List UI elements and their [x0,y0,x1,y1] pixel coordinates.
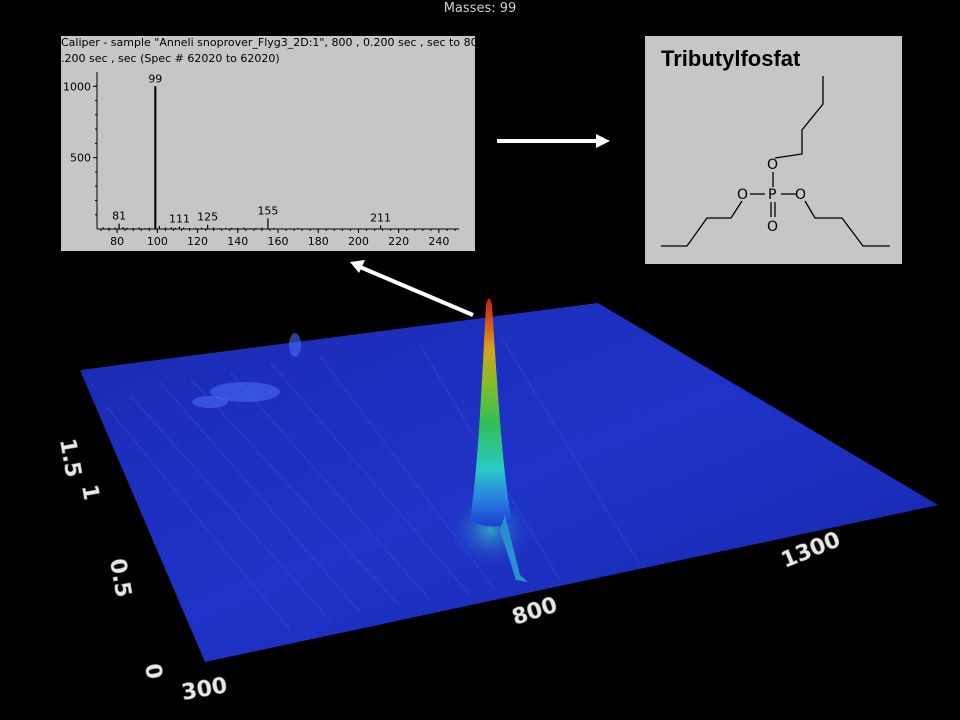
atom-o-bottom: O [767,219,778,235]
spectrum-x-tick-label: 120 [187,235,208,248]
atom-p: P [768,187,776,203]
x-tick-800: 800 [509,593,560,631]
structure-title: Tributylfosfat [661,46,801,71]
y-tick-0-5: 0.5 [104,557,135,600]
x-tick-300: 300 [180,673,230,706]
tributyl-phosphate-structure: O O P O O [661,76,890,247]
arrow-spectrum-to-structure [497,134,610,148]
mass-spectrum-panel: Caliper - sample "Anneli snoprover_Flyg3… [61,36,475,251]
structure-bonds [661,76,890,247]
spectrum-x-tick-label: 100 [147,235,168,248]
atom-o-top: O [767,157,778,173]
spectrum-header-line2: .200 sec , sec (Spec # 62020 to 62020) [61,52,280,65]
spectrum-peak-label: 125 [197,211,218,224]
mass-spectrum-chart: 1000 500 80 100 120 140 160 180 200 220 240 81 99 11… [63,72,459,248]
spectrum-x-tick-label: 140 [227,235,248,248]
spectrum-header-line1: Caliper - sample "Anneli snoprover_Flyg3… [61,36,475,49]
molecule-structure-panel: Tributylfosfat O O P O O [645,36,902,264]
arrow-peak-to-spectrum [350,260,474,317]
spectrum-peak-label: 81 [112,210,126,223]
y-tick-0: 0 [139,662,166,681]
surface-plane [80,303,938,662]
atom-o-left: O [737,187,748,203]
spectrum-y-tick-label: 1000 [63,80,91,93]
spectrum-x-tick-label: 220 [388,235,409,248]
y-tick-1: 1 [76,483,103,502]
masses-title: Masses: 99 [443,1,517,16]
spectrum-x-tick-label: 80 [110,235,124,248]
spectrum-x-tick-label: 200 [348,235,369,248]
main-peak [470,298,512,527]
surface-bumps [192,333,301,408]
spectrum-x-tick-label: 240 [428,235,449,248]
spectrum-y-tick-label: 500 [70,152,91,165]
y-tick-1-5: 1.5 [54,437,85,480]
spectrum-peak-label: 211 [370,211,391,224]
atom-o-right: O [795,187,806,203]
spectrum-peak-label: 111 [169,212,190,225]
spectrum-peak-label: 99 [148,72,162,85]
spectrum-x-tick-label: 160 [268,235,289,248]
spectrum-x-tick-label: 180 [308,235,329,248]
spectrum-peak-label: 155 [257,204,278,217]
peak-tail [500,515,528,582]
